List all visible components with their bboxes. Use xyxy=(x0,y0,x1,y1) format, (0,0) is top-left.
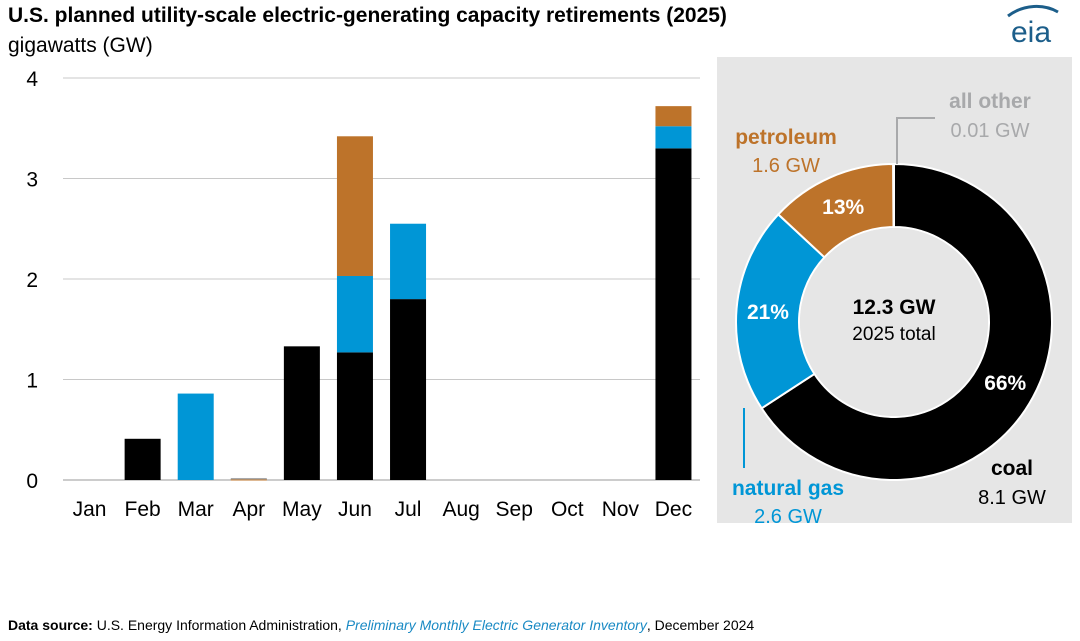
bar-jul-natural-gas xyxy=(390,223,427,300)
bar-jul-coal xyxy=(390,299,427,480)
y-tick-label: 0 xyxy=(26,470,38,493)
donut-label-value-natural-gas: 2.6 GW xyxy=(754,506,822,528)
x-tick-label: Sep xyxy=(496,498,533,521)
data-source-org: U.S. Energy Information Administration, xyxy=(96,617,342,633)
y-axis-unit-label: gigawatts (GW) xyxy=(8,34,153,57)
bar-jun-petroleum xyxy=(336,136,373,276)
y-tick-label: 3 xyxy=(26,169,38,192)
data-source-publication-link[interactable]: Preliminary Monthly Electric Generator I… xyxy=(345,617,647,633)
x-tick-label: Feb xyxy=(125,498,161,521)
bar-dec-coal xyxy=(655,148,692,480)
bar-jun-coal xyxy=(336,352,373,480)
eia-logo-swoosh-icon xyxy=(1007,5,1059,18)
bar-feb-coal xyxy=(124,438,161,480)
bar-dec-natural-gas xyxy=(655,126,692,149)
data-source-date: , December 2024 xyxy=(646,617,755,633)
chart-area: 0 1 2 3 4 Jan Feb Mar Apr May Jun Jul Aug Sep Oct Nov De… xyxy=(26,57,1072,528)
bar-mar-natural-gas xyxy=(177,393,214,480)
x-tick-label: Jun xyxy=(338,498,372,521)
donut-slice-all-other xyxy=(892,162,895,229)
x-tick-label: Apr xyxy=(232,498,265,521)
donut-percent-label-petroleum: 13% xyxy=(822,196,864,219)
donut-label-name-all-other: all other xyxy=(949,90,1031,113)
bar-may-coal xyxy=(283,346,320,480)
x-tick-label: Jul xyxy=(395,498,422,521)
donut-label-name-coal: coal xyxy=(991,457,1033,480)
donut-label-value-all-other: 0.01 GW xyxy=(951,120,1030,142)
eia-logo-text: eia xyxy=(1011,16,1051,48)
y-tick-label: 1 xyxy=(26,370,38,393)
stacked-bar-chart: 0 1 2 3 4 Jan Feb Mar Apr May Jun Jul Aug Sep Oct Nov De… xyxy=(26,68,700,521)
x-tick-label: Dec xyxy=(655,498,692,521)
bar-apr-petroleum xyxy=(230,478,267,481)
donut-label-name-petroleum: petroleum xyxy=(735,126,837,149)
x-tick-label: Jan xyxy=(73,498,107,521)
x-tick-label: Mar xyxy=(178,498,214,521)
y-tick-label: 4 xyxy=(26,68,38,91)
donut-center-value: 12.3 GW xyxy=(853,296,936,319)
leader-line-all-other xyxy=(896,117,935,164)
bar-jun-natural-gas xyxy=(336,275,373,353)
donut-percent-label-coal: 66% xyxy=(984,372,1026,395)
donut-label-value-coal: 8.1 GW xyxy=(978,487,1046,509)
chart-title: U.S. planned utility-scale electric-gene… xyxy=(8,4,727,27)
donut-label-value-petroleum: 1.6 GW xyxy=(752,155,820,177)
donut-slice-natural-gas xyxy=(735,212,826,410)
data-source-note: Data source: U.S. Energy Information Adm… xyxy=(8,617,754,633)
donut-hole xyxy=(800,228,988,416)
x-tick-label: Aug xyxy=(442,498,479,521)
data-source-label: Data source: xyxy=(8,617,93,633)
donut-slice-coal xyxy=(760,162,1053,481)
bar-dec-petroleum xyxy=(655,106,692,127)
x-tick-label: Nov xyxy=(602,498,640,521)
bar-apr-all-other xyxy=(230,477,267,480)
donut-center-label: 2025 total xyxy=(852,324,935,345)
donut-percent-label-natural-gas: 21% xyxy=(747,301,789,324)
donut-panel: 12.3 GW 2025 total 66% 21% 13% coal 8.1 GW natu… xyxy=(717,57,1072,528)
donut-label-name-natural-gas: natural gas xyxy=(732,477,844,500)
x-tick-label: Oct xyxy=(551,498,584,521)
x-tick-label: May xyxy=(282,498,322,521)
y-tick-label: 2 xyxy=(26,269,38,292)
eia-logo: eia xyxy=(1000,2,1062,49)
